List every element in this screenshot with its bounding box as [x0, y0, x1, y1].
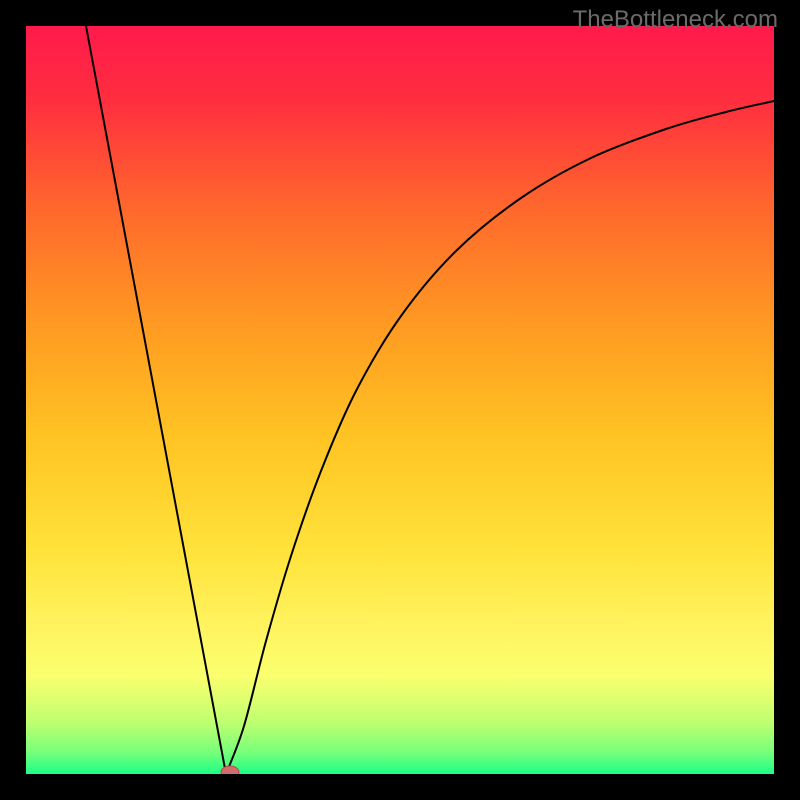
chart-svg	[0, 0, 800, 800]
chart-frame	[0, 0, 800, 800]
plot-background	[26, 26, 774, 774]
watermark-text: TheBottleneck.com	[573, 6, 778, 34]
